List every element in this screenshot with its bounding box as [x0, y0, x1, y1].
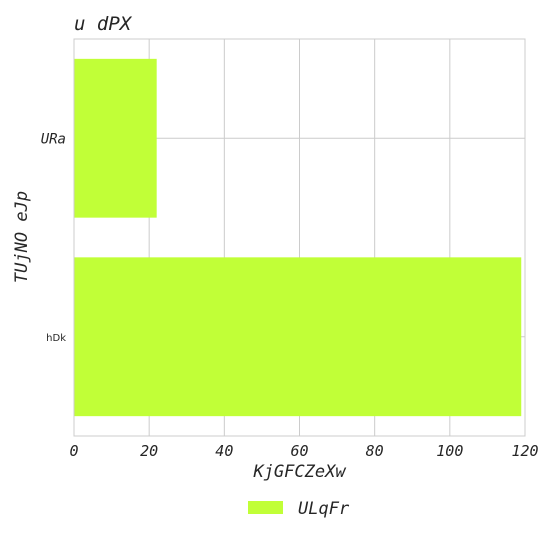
bar-URa [74, 58, 157, 218]
legend-label: ULqFr [298, 499, 350, 519]
y-tick-label: URa [41, 131, 66, 147]
x-tick-label: 80 [366, 442, 384, 460]
legend-swatch [248, 501, 283, 514]
bars [74, 58, 522, 417]
plot-frame [73, 38, 526, 437]
x-tick-label: 0 [69, 442, 78, 460]
y-tick-label: hDk [46, 333, 66, 344]
chart-title: u dPX [74, 13, 133, 35]
y-axis-label: TUjNO eJp [12, 191, 32, 283]
bar-hDk [74, 257, 522, 417]
x-tick-label: 20 [140, 442, 158, 460]
x-tick-labels: 0 20 40 60 80 100 120 [69, 442, 538, 460]
x-axis-label: KjGFCZeXw [252, 462, 346, 482]
y-tick-labels: URa hDk [41, 131, 66, 344]
legend: ULqFr [248, 499, 350, 519]
x-tick-label: 120 [511, 442, 538, 460]
x-tick-label: 40 [215, 442, 233, 460]
x-tick-label: 100 [436, 442, 463, 460]
x-tick-label: 60 [290, 442, 308, 460]
